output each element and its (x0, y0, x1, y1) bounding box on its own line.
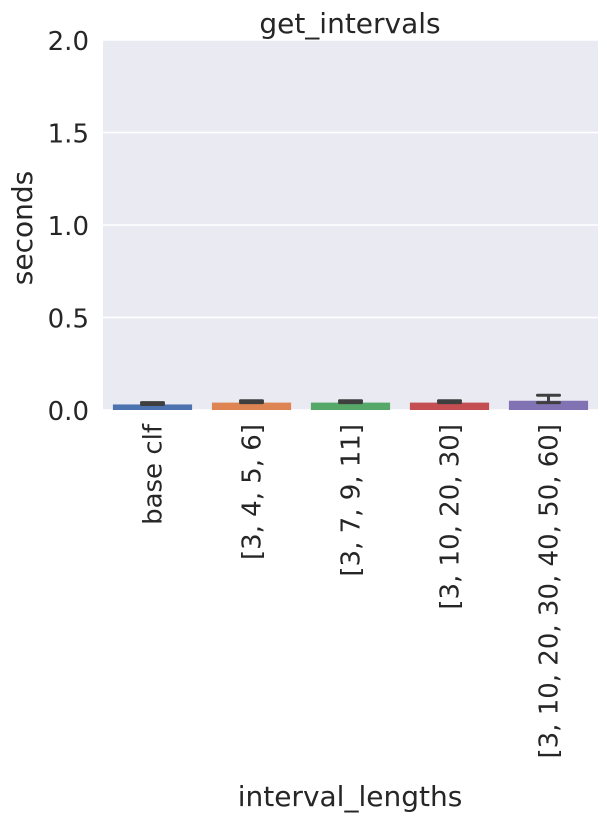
x-axis-label: interval_lengths (238, 780, 463, 813)
y-tick-label: 1.0 (48, 212, 89, 242)
y-tick-label: 2.0 (48, 27, 89, 57)
x-tick-label: [3, 7, 9, 11] (337, 424, 367, 577)
y-axis-label: seconds (6, 171, 39, 285)
error-bar (338, 399, 363, 405)
y-tick-label: 1.5 (48, 120, 89, 150)
bar (310, 402, 391, 410)
chart-title: get_intervals (259, 7, 440, 40)
y-axis-ticks: 0.0 0.5 1.0 1.5 2.0 (48, 27, 89, 427)
x-tick-label: base clf (139, 423, 169, 525)
error-bar (239, 399, 264, 405)
error-bar (140, 401, 165, 406)
x-axis-ticks: base clf [3, 4, 5, 6] [3, 7, 9, 11] [3, 10,… (139, 423, 565, 758)
bar (112, 404, 193, 410)
error-bar (536, 393, 561, 405)
bars (112, 400, 589, 410)
y-tick-label: 0.0 (48, 397, 89, 427)
x-tick-label: [3, 10, 20, 30] (436, 424, 466, 610)
error-bar (437, 399, 462, 405)
error-bars (140, 393, 561, 406)
bar (211, 402, 292, 410)
x-tick-label: [3, 10, 20, 30, 40, 50, 60] (535, 424, 565, 759)
bar (508, 400, 589, 410)
y-tick-label: 0.5 (48, 305, 89, 335)
x-tick-label: [3, 4, 5, 6] (238, 424, 268, 560)
bar (409, 402, 490, 410)
